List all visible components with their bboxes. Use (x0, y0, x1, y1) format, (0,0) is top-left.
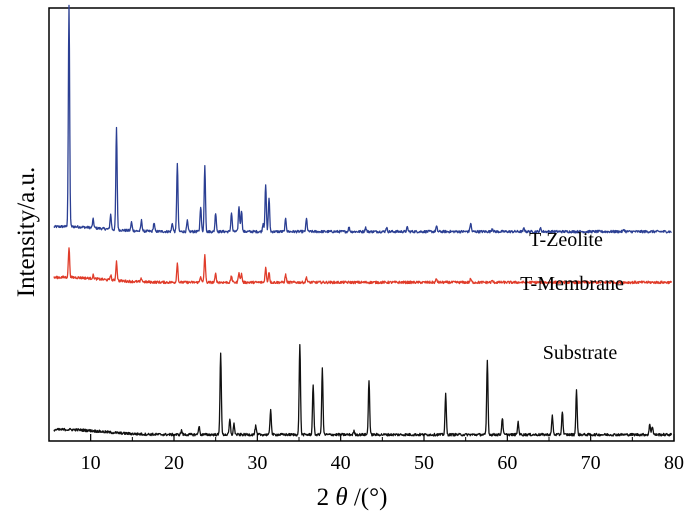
x-tick-label: 40 (331, 452, 351, 474)
series-line-t-membrane (53, 247, 673, 285)
series-line-t-zeolite (53, 4, 672, 234)
x-axis-label-theta: θ (335, 484, 347, 511)
series-label-t-zeolite: T-Zeolite (529, 229, 603, 251)
x-tick-label: 60 (497, 452, 517, 474)
x-tick-label: 30 (247, 452, 267, 474)
plot-area: 10 20 30 40 50 60 70 80 (48, 4, 684, 474)
series-label-t-membrane: T-Membrane (520, 273, 624, 295)
x-tick-label: 70 (581, 452, 601, 474)
y-axis-label: Intensity/a.u. (13, 167, 40, 298)
series-line-substrate (53, 344, 673, 437)
x-tick-label: 20 (164, 452, 184, 474)
x-ticks: 10 20 30 40 50 60 70 80 (48, 434, 684, 474)
x-tick-label: 80 (664, 452, 684, 474)
x-tick-label: 10 (81, 452, 101, 474)
series-layer (53, 4, 673, 437)
x-tick-label: 50 (414, 452, 434, 474)
plot-frame (48, 7, 675, 442)
series-label-substrate: Substrate (543, 342, 618, 364)
x-axis-label-prefix: 2 (317, 484, 330, 511)
x-axis-label-suffix: /(°) (354, 484, 388, 511)
x-axis-label: 2 θ /(°) (317, 484, 388, 511)
